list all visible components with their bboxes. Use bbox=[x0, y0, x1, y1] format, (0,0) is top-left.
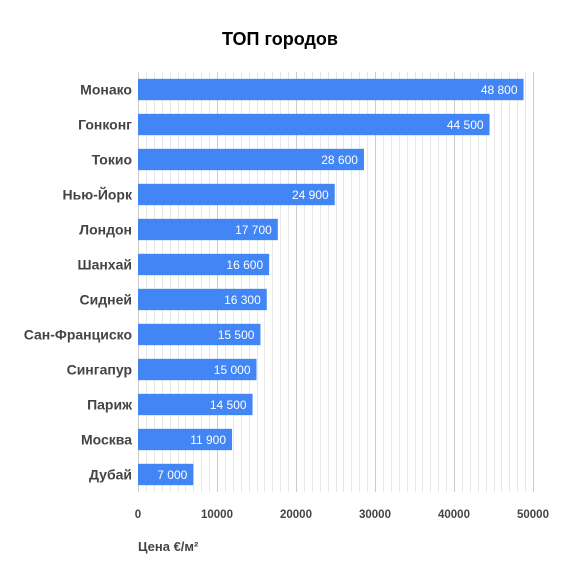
data-label: 14 500 bbox=[210, 398, 247, 412]
category-label: Токио bbox=[92, 152, 132, 168]
category-label: Сидней bbox=[80, 292, 132, 308]
bar bbox=[138, 113, 490, 136]
x-tick-label: 30000 bbox=[359, 509, 391, 521]
data-label: 15 500 bbox=[218, 328, 255, 342]
bar bbox=[138, 183, 335, 206]
bar bbox=[138, 253, 270, 276]
category-label: Монако bbox=[80, 82, 132, 98]
bar bbox=[138, 393, 253, 416]
bar bbox=[138, 358, 257, 381]
x-axis-title: Цена €/м² bbox=[138, 539, 199, 554]
bar bbox=[138, 463, 194, 486]
data-label: 28 600 bbox=[321, 153, 358, 167]
data-labels: 48 800 44 500 28 600 24 900 17 700 16 600 16 3… bbox=[157, 83, 518, 482]
data-label: 24 900 bbox=[292, 188, 329, 202]
chart-title: ТОП городов bbox=[222, 29, 338, 49]
x-tick-label: 20000 bbox=[280, 509, 312, 521]
x-tick-label: 50000 bbox=[517, 509, 549, 521]
bar bbox=[138, 78, 524, 101]
data-label: 16 600 bbox=[226, 258, 263, 272]
category-label: Дубай bbox=[89, 467, 132, 483]
data-label: 17 700 bbox=[235, 223, 272, 237]
x-tick-label: 10000 bbox=[201, 509, 233, 521]
grid-lines bbox=[138, 72, 534, 492]
data-label: 48 800 bbox=[481, 83, 518, 97]
category-label: Гонконг bbox=[78, 117, 132, 133]
bar bbox=[138, 428, 233, 451]
data-label: 11 900 bbox=[190, 433, 226, 447]
data-label: 7 000 bbox=[157, 468, 187, 482]
category-label: Шанхай bbox=[78, 257, 133, 273]
category-labels: Монако Гонконг Токио Нью-Йорк Лондон Шанхай Си… bbox=[24, 82, 133, 483]
data-label: 44 500 bbox=[447, 118, 484, 132]
data-label: 16 300 bbox=[224, 293, 261, 307]
x-tick-label: 40000 bbox=[438, 509, 470, 521]
bar bbox=[138, 148, 364, 171]
category-label: Сингапур bbox=[67, 362, 132, 378]
x-tick-label: 0 bbox=[135, 509, 141, 521]
category-label: Лондон bbox=[79, 222, 132, 238]
bar bbox=[138, 218, 278, 241]
category-label: Нью-Йорк bbox=[62, 186, 133, 203]
category-label: Москва bbox=[81, 432, 132, 448]
bar bbox=[138, 323, 261, 346]
category-label: Сан-Франциско bbox=[24, 327, 132, 343]
x-axis-ticks: 0 10000 20000 30000 40000 50000 bbox=[135, 509, 549, 521]
category-label: Париж bbox=[87, 397, 133, 413]
data-label: 15 000 bbox=[214, 363, 251, 377]
bars bbox=[138, 78, 524, 486]
bar bbox=[138, 288, 267, 311]
